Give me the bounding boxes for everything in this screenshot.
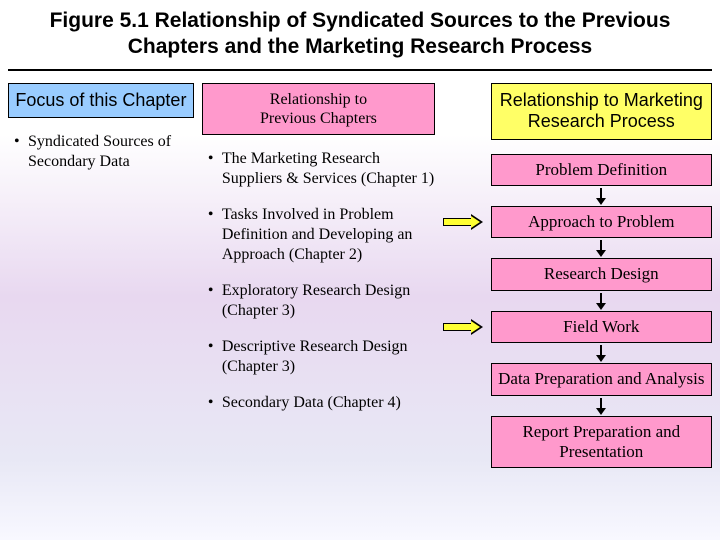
process-stage: Research Design: [491, 258, 712, 290]
header-focus: Focus of this Chapter: [8, 83, 194, 119]
list-item: •Tasks Involved in Problem Definition an…: [208, 205, 435, 265]
down-arrow: [491, 396, 712, 416]
figure-title: Figure 5.1 Relationship of Syndicated So…: [0, 0, 720, 65]
down-arrow: [491, 343, 712, 363]
down-arrow: [491, 291, 712, 311]
list-item: •The Marketing Research Suppliers & Serv…: [208, 149, 435, 189]
col-previous: Relationship to Previous Chapters •The M…: [202, 83, 435, 469]
list-item: •Secondary Data (Chapter 4): [208, 393, 435, 413]
process-stage: Report Preparation and Presentation: [491, 416, 712, 469]
process-stages: Problem Definition Approach to Problem Res…: [491, 154, 712, 469]
list-item: •Descriptive Research Design (Chapter 3): [208, 337, 435, 377]
down-arrow: [491, 186, 712, 206]
right-arrow-icon: [443, 320, 483, 334]
process-stage: Problem Definition: [491, 154, 712, 186]
process-stage: Data Preparation and Analysis: [491, 363, 712, 395]
down-arrow: [491, 238, 712, 258]
header-previous-line2: Previous Chapters: [207, 109, 430, 128]
previous-bullets: •The Marketing Research Suppliers & Serv…: [202, 149, 435, 413]
right-arrow-icon: [443, 215, 483, 229]
list-item: •Exploratory Research Design (Chapter 3): [208, 281, 435, 321]
arrow-column: [443, 83, 483, 469]
col-focus: Focus of this Chapter •Syndicated Source…: [8, 83, 194, 469]
process-stage: Field Work: [491, 311, 712, 343]
col-process: Relationship to Marketing Research Proce…: [491, 83, 712, 469]
process-stage: Approach to Problem: [491, 206, 712, 238]
header-previous-line1: Relationship to: [207, 90, 430, 109]
columns: Focus of this Chapter •Syndicated Source…: [0, 83, 720, 469]
header-process: Relationship to Marketing Research Proce…: [491, 83, 712, 140]
focus-bullets: •Syndicated Sources of Secondary Data: [8, 132, 194, 172]
divider: [8, 69, 712, 71]
header-previous: Relationship to Previous Chapters: [202, 83, 435, 135]
list-item: •Syndicated Sources of Secondary Data: [14, 132, 194, 172]
